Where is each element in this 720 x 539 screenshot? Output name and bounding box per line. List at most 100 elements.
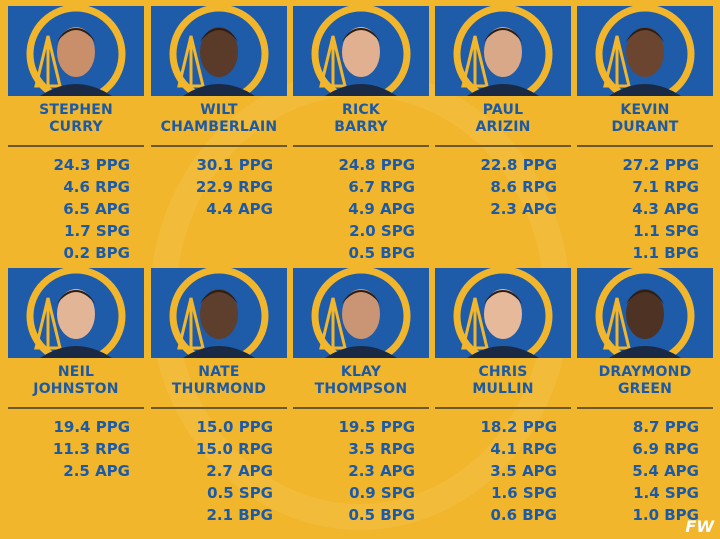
name-line: ARIZIN (475, 119, 531, 135)
stat-line: 4.3 APG (632, 200, 699, 218)
stat-line: 30.1 PPG (196, 156, 273, 174)
player-name: DRAYMOND GREEN (577, 364, 713, 398)
stat-line: 0.5 BPG (348, 244, 415, 262)
player-photo (577, 6, 713, 96)
divider (8, 407, 144, 409)
player-name: STEPHEN CURRY (8, 102, 144, 136)
stat-line: 2.3 APG (348, 462, 415, 480)
divider (435, 407, 571, 409)
stat-line: 19.4 PPG (53, 418, 130, 436)
divider (151, 407, 287, 409)
name-line: THURMOND (171, 381, 267, 397)
name-line: NATE (198, 364, 240, 380)
divider (151, 145, 287, 147)
name-line: DRAYMOND (598, 364, 692, 380)
stat-line: 0.9 SPG (349, 484, 415, 502)
stat-line: 3.5 RPG (348, 440, 415, 458)
stat-list: 19.4 PPG 11.3 RPG 2.5 APG (38, 416, 130, 482)
player-photo (8, 6, 144, 96)
stat-line: 0.2 BPG (63, 244, 130, 262)
player-card: KLAY THOMPSON 19.5 PPG 3.5 RPG 2.3 APG 0.9 SP… (293, 268, 429, 530)
stat-list: 24.3 PPG 4.6 RPG 6.5 APG 1.7 SPG 0.2 BPG (38, 154, 130, 264)
name-line: WILT (200, 102, 238, 118)
player-card: PAUL ARIZIN 22.8 PPG 8.6 RPG 2.3 APG (435, 6, 571, 268)
player-name: NATE THURMOND (151, 364, 287, 398)
stat-line: 0.5 BPG (348, 506, 415, 524)
name-line: CURRY (49, 119, 103, 135)
stat-line: 22.9 RPG (195, 178, 273, 196)
player-name: RICK BARRY (293, 102, 429, 136)
stat-line: 1.6 SPG (491, 484, 557, 502)
stat-line: 4.4 APG (206, 200, 273, 218)
stat-line: 2.5 APG (63, 462, 130, 480)
stat-line: 19.5 PPG (338, 418, 415, 436)
stat-line: 1.4 SPG (633, 484, 699, 502)
stat-line: 15.0 PPG (196, 418, 273, 436)
player-card: NATE THURMOND 15.0 PPG 15.0 RPG 2.7 APG 0.5 S… (151, 268, 287, 530)
stat-line: 4.9 APG (348, 200, 415, 218)
stat-list: 24.8 PPG 6.7 RPG 4.9 APG 2.0 SPG 0.5 BPG (323, 154, 415, 264)
stat-line: 5.4 APG (632, 462, 699, 480)
divider (8, 145, 144, 147)
stat-line: 1.7 SPG (64, 222, 130, 240)
stat-list: 30.1 PPG 22.9 RPG 4.4 APG (181, 154, 273, 220)
player-card: DRAYMOND GREEN 8.7 PPG 6.9 RPG 5.4 APG 1.4 SP… (577, 268, 713, 530)
stat-list: 15.0 PPG 15.0 RPG 2.7 APG 0.5 SPG 2.1 BPG (181, 416, 273, 526)
divider (293, 407, 429, 409)
name-line: CHRIS (478, 364, 528, 380)
player-photo (435, 268, 571, 358)
player-card: CHRIS MULLIN 18.2 PPG 4.1 RPG 3.5 APG 1.6 SPG… (435, 268, 571, 530)
stat-line: 24.3 PPG (53, 156, 130, 174)
stat-line: 4.1 RPG (490, 440, 557, 458)
player-card: NEIL JOHNSTON 19.4 PPG 11.3 RPG 2.5 APG (8, 268, 144, 530)
player-name: KLAY THOMPSON (293, 364, 429, 398)
player-card: STEPHEN CURRY 24.3 PPG 4.6 RPG 6.5 APG 1.7 SP… (8, 6, 144, 268)
stat-line: 6.7 RPG (348, 178, 415, 196)
stat-list: 18.2 PPG 4.1 RPG 3.5 APG 1.6 SPG 0.6 BPG (465, 416, 557, 526)
name-line: PAUL (482, 102, 524, 118)
stat-line: 8.7 PPG (632, 418, 699, 436)
stat-line: 24.8 PPG (338, 156, 415, 174)
stat-line: 2.7 APG (206, 462, 273, 480)
watermark: FW (685, 517, 714, 536)
stat-list: 27.2 PPG 7.1 RPG 4.3 APG 1.1 SPG 1.1 BPG (607, 154, 699, 264)
player-name: NEIL JOHNSTON (8, 364, 144, 398)
name-line: RICK (342, 102, 380, 118)
name-line: DURANT (611, 119, 679, 135)
divider (435, 145, 571, 147)
stat-line: 3.5 APG (490, 462, 557, 480)
player-name: CHRIS MULLIN (435, 364, 571, 398)
name-line: CHAMBERLAIN (160, 119, 278, 135)
stat-line: 22.8 PPG (480, 156, 557, 174)
stat-list: 19.5 PPG 3.5 RPG 2.3 APG 0.9 SPG 0.5 BPG (323, 416, 415, 526)
name-line: THOMPSON (314, 381, 408, 397)
name-line: BARRY (334, 119, 388, 135)
name-line: STEPHEN (39, 102, 113, 118)
stat-line: 11.3 RPG (52, 440, 130, 458)
player-card: WILT CHAMBERLAIN 30.1 PPG 22.9 RPG 4.4 APG (151, 6, 287, 268)
player-photo (435, 6, 571, 96)
stat-line: 1.0 BPG (632, 506, 699, 524)
stat-line: 1.1 BPG (632, 244, 699, 262)
divider (577, 407, 713, 409)
player-photo (293, 6, 429, 96)
player-photo (151, 6, 287, 96)
name-line: KEVIN (620, 102, 670, 118)
stat-list: 8.7 PPG 6.9 RPG 5.4 APG 1.4 SPG 1.0 BPG (607, 416, 699, 526)
stat-line: 2.1 BPG (206, 506, 273, 524)
stat-line: 2.0 SPG (349, 222, 415, 240)
stat-line: 7.1 RPG (632, 178, 699, 196)
player-name: WILT CHAMBERLAIN (151, 102, 287, 136)
stat-line: 2.3 APG (490, 200, 557, 218)
player-photo (151, 268, 287, 358)
stat-line: 0.6 BPG (490, 506, 557, 524)
name-line: JOHNSTON (33, 381, 119, 397)
name-line: KLAY (340, 364, 382, 380)
stat-line: 0.5 SPG (207, 484, 273, 502)
stat-line: 8.6 RPG (490, 178, 557, 196)
player-photo (8, 268, 144, 358)
divider (577, 145, 713, 147)
name-line: MULLIN (472, 381, 534, 397)
stat-line: 6.5 APG (63, 200, 130, 218)
